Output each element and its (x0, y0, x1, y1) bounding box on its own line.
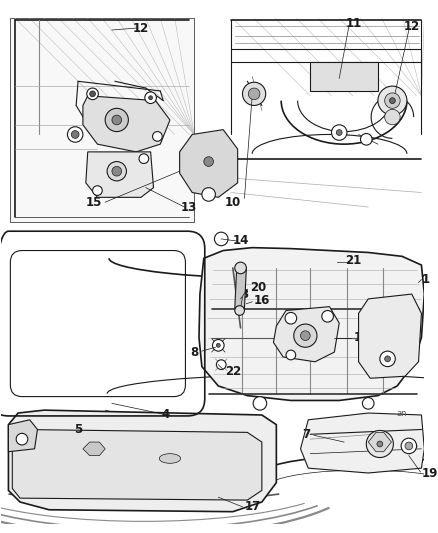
Polygon shape (310, 62, 378, 91)
Circle shape (332, 125, 347, 140)
Circle shape (253, 397, 267, 410)
Circle shape (235, 305, 244, 316)
Text: 4: 4 (162, 408, 170, 422)
Text: 17: 17 (244, 500, 261, 513)
Circle shape (107, 161, 127, 181)
Circle shape (216, 360, 226, 369)
Polygon shape (86, 152, 153, 197)
Text: 12: 12 (404, 20, 420, 33)
Text: an: an (397, 408, 407, 417)
Circle shape (148, 96, 152, 100)
Circle shape (202, 188, 215, 201)
Circle shape (362, 398, 374, 409)
Circle shape (87, 88, 99, 100)
Text: 13: 13 (181, 200, 198, 214)
Polygon shape (199, 248, 424, 400)
Circle shape (105, 108, 128, 132)
Circle shape (216, 343, 220, 348)
Polygon shape (8, 420, 37, 452)
Circle shape (67, 127, 83, 142)
Text: 19: 19 (421, 466, 438, 480)
Circle shape (380, 351, 396, 367)
Text: 14: 14 (233, 235, 249, 247)
Circle shape (243, 82, 266, 106)
Circle shape (285, 312, 297, 324)
Circle shape (212, 340, 224, 351)
Circle shape (112, 166, 122, 176)
Circle shape (16, 433, 28, 445)
Circle shape (385, 109, 400, 125)
Circle shape (405, 442, 413, 450)
Circle shape (215, 232, 228, 246)
Circle shape (152, 132, 162, 141)
Circle shape (235, 262, 246, 274)
Text: 10: 10 (224, 196, 240, 209)
Polygon shape (368, 432, 392, 452)
Polygon shape (11, 19, 194, 222)
Circle shape (294, 324, 317, 348)
Circle shape (336, 130, 342, 135)
Ellipse shape (159, 454, 180, 463)
Text: 8: 8 (191, 345, 199, 359)
Circle shape (112, 115, 122, 125)
Text: 3: 3 (240, 288, 249, 301)
Circle shape (322, 311, 333, 322)
Circle shape (286, 350, 296, 360)
Polygon shape (273, 306, 339, 362)
Text: 21: 21 (346, 254, 362, 266)
Circle shape (401, 438, 417, 454)
Text: 20: 20 (250, 281, 266, 294)
Polygon shape (83, 442, 105, 456)
Circle shape (389, 98, 396, 103)
Polygon shape (300, 413, 424, 473)
Circle shape (204, 157, 213, 166)
Polygon shape (180, 130, 238, 197)
Circle shape (377, 441, 383, 447)
Text: 18: 18 (354, 331, 370, 344)
Circle shape (139, 154, 148, 164)
Circle shape (90, 91, 95, 97)
Text: 16: 16 (254, 294, 271, 308)
Polygon shape (83, 96, 170, 152)
Text: 5: 5 (74, 423, 82, 436)
Circle shape (366, 431, 393, 457)
Text: 22: 22 (225, 365, 241, 378)
Circle shape (92, 185, 102, 196)
Circle shape (145, 92, 156, 103)
Text: 1: 1 (421, 273, 430, 286)
Circle shape (373, 437, 387, 451)
Polygon shape (359, 294, 421, 378)
Circle shape (71, 131, 79, 139)
Text: 15: 15 (86, 196, 102, 209)
Circle shape (360, 133, 372, 145)
Text: 12: 12 (133, 21, 149, 35)
Text: 6: 6 (14, 433, 22, 446)
Text: 11: 11 (346, 17, 362, 30)
Polygon shape (12, 430, 262, 500)
Circle shape (378, 86, 407, 115)
Circle shape (385, 356, 391, 362)
Polygon shape (235, 268, 246, 309)
Text: 7: 7 (302, 428, 310, 441)
Circle shape (385, 93, 400, 108)
Circle shape (300, 331, 310, 341)
Circle shape (248, 88, 260, 100)
Polygon shape (8, 410, 276, 512)
